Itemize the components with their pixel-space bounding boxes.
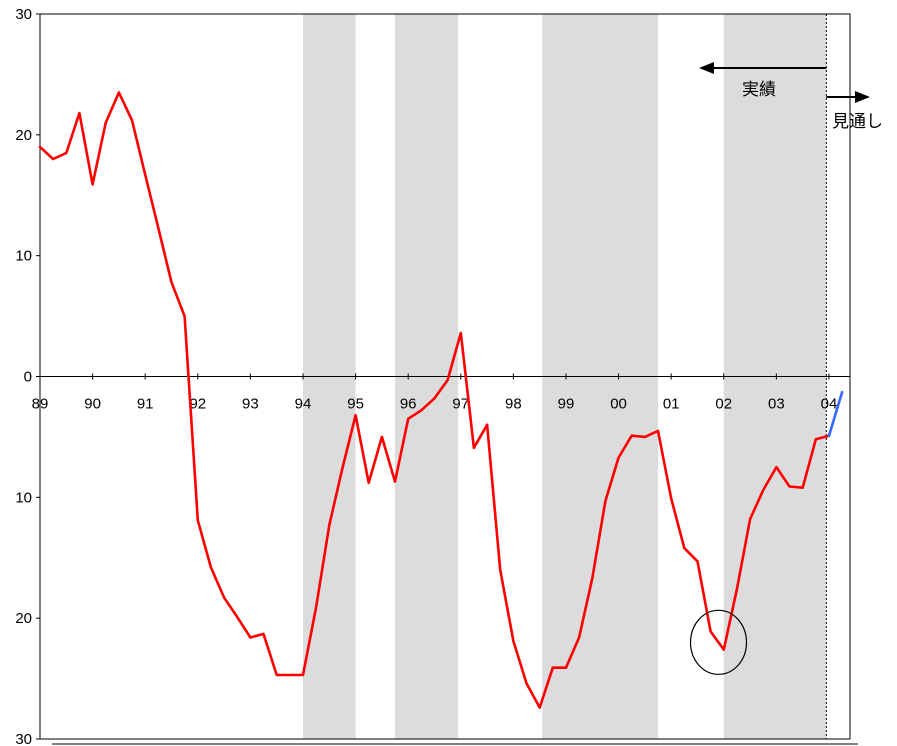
y-tick-label: 20 [15, 610, 32, 627]
actual-label: 実績 [742, 80, 776, 100]
y-tick-label: 30 [15, 731, 32, 746]
series-line [827, 390, 844, 438]
x-tick-label: 96 [400, 396, 417, 413]
x-tick-label: 89 [32, 396, 49, 413]
x-tick-label: 95 [347, 396, 364, 413]
x-tick-label: 91 [137, 396, 154, 413]
x-tick-label: 99 [558, 396, 575, 413]
x-tick-label: 93 [242, 396, 259, 413]
forecast-arrow-head [855, 91, 870, 103]
x-tick-label: 94 [295, 396, 312, 413]
y-axis-ticks: 30 20 10 0 10 20 30 [15, 6, 40, 746]
x-tick-label: 03 [768, 396, 785, 413]
x-tick-label: 92 [189, 396, 206, 413]
series-line [38, 91, 831, 709]
x-tick-label: 01 [663, 396, 680, 413]
x-tick-label: 04 [821, 396, 838, 413]
y-tick-label: 30 [15, 6, 32, 23]
arrows [699, 62, 870, 103]
x-tick-label: 90 [84, 396, 101, 413]
highlight-circle [689, 609, 748, 675]
y-tick-label: 10 [15, 248, 32, 265]
y-tick-label: 20 [15, 127, 32, 144]
y-tick-label: 10 [15, 489, 32, 506]
x-tick-label: 98 [505, 396, 522, 413]
forecast-label: 見通し [832, 112, 883, 132]
x-tick-label: 97 [452, 396, 469, 413]
y-tick-label: 0 [24, 369, 32, 386]
x-tick-label: 00 [610, 396, 627, 413]
x-tick-label: 02 [715, 396, 732, 413]
x-axis-ticks: 89 90 91 92 93 94 95 96 97 98 99 00 01 02 03 04 [32, 373, 838, 413]
series-lines [38, 91, 844, 709]
actual-arrow-head [699, 62, 714, 74]
